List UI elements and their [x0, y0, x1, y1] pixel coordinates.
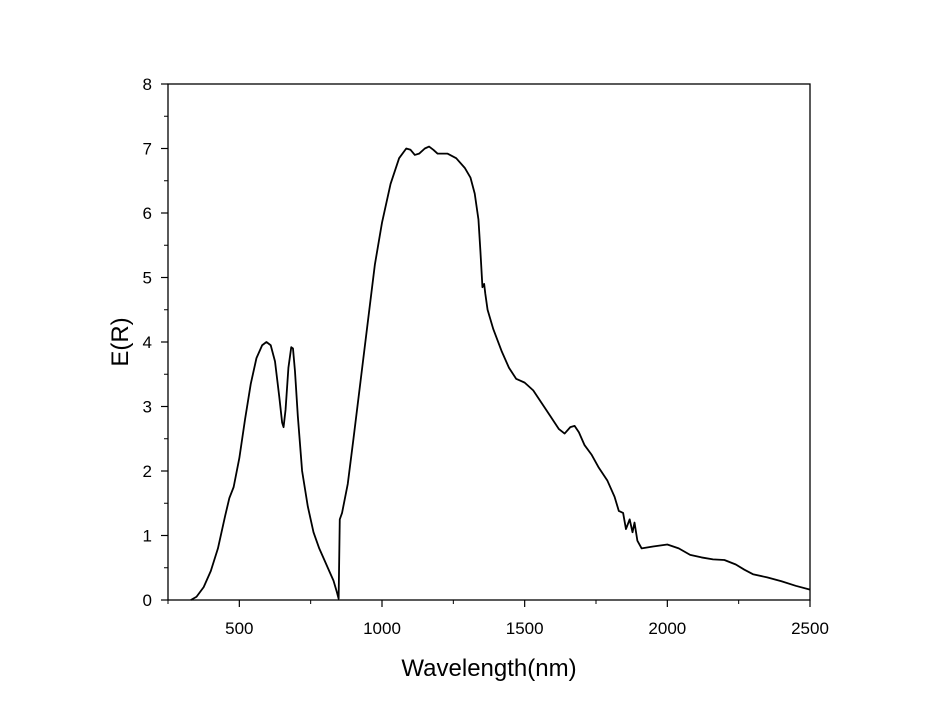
- series-line-0: [190, 145, 811, 601]
- y-tick-label: 7: [143, 140, 152, 159]
- y-tick-label: 3: [143, 398, 152, 417]
- y-tick-label: 0: [143, 591, 152, 610]
- y-tick-label: 5: [143, 269, 152, 288]
- x-axis-title: Wavelength(nm): [401, 655, 576, 682]
- x-tick-label: 1000: [363, 619, 401, 638]
- y-tick-label: 1: [143, 527, 152, 546]
- x-tick-label: 2500: [791, 619, 829, 638]
- y-axis-title: E(R): [107, 317, 134, 366]
- x-tick-label: 2000: [648, 619, 686, 638]
- x-tick-label: 1500: [506, 619, 544, 638]
- x-tick-label: 500: [225, 619, 253, 638]
- y-tick-label: 8: [143, 75, 152, 94]
- plot-frame: [167, 83, 811, 601]
- y-tick-label: 4: [143, 333, 152, 352]
- y-tick-label: 6: [143, 204, 152, 223]
- y-tick-label: 2: [143, 462, 152, 481]
